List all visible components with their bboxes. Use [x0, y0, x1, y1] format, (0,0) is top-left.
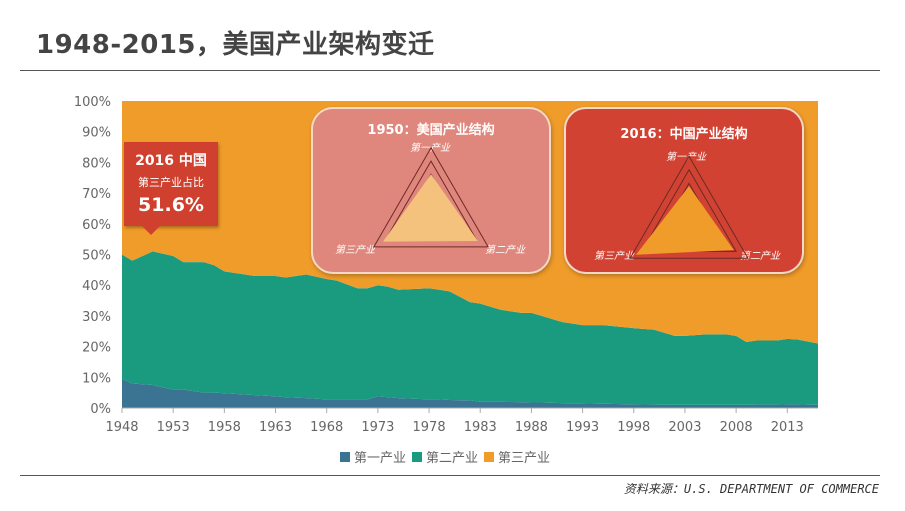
- legend-item: 第三产业: [484, 447, 550, 466]
- y-tick-label: 80%: [82, 156, 111, 171]
- radar-axis-label: 第三产业: [335, 245, 375, 256]
- x-tick-label: 1958: [208, 420, 241, 435]
- legend: 第一产业 第二产业 第三产业: [340, 447, 550, 466]
- legend-swatch: [484, 452, 495, 462]
- radar-axis-label: 第一产业: [666, 152, 706, 163]
- radar-box-china-2016: 2016：中国产业结构 第一产业 第二产业 第三产业: [564, 107, 804, 274]
- y-tick-label: 100%: [74, 95, 111, 110]
- radar-gridline: [372, 146, 490, 248]
- legend-item: 第一产业: [340, 447, 406, 466]
- source-note: 资料来源：U.S. DEPARTMENT OF COMMERCE: [623, 482, 879, 496]
- x-tick-label: 2013: [771, 420, 804, 435]
- footer-divider: [20, 475, 880, 476]
- area-series-1: [122, 378, 818, 408]
- y-tick-label: 90%: [82, 126, 111, 141]
- legend-label: 第三产业: [498, 451, 551, 466]
- page-title: 1948-2015，美国产业架构变迁: [36, 30, 435, 60]
- callout-value: 51.6%: [138, 194, 204, 216]
- y-tick-label: 40%: [82, 279, 111, 294]
- x-tick-label: 1953: [157, 420, 190, 435]
- x-tick-label: 1998: [617, 420, 650, 435]
- x-tick-label: 1973: [361, 420, 394, 435]
- y-tick-label: 50%: [82, 249, 111, 264]
- radar-fill: [635, 186, 734, 255]
- radar-axis-label: 第一产业: [410, 143, 450, 154]
- y-tick-label: 70%: [82, 187, 111, 202]
- x-tick-label: 1983: [464, 420, 497, 435]
- y-tick-label: 0%: [90, 402, 111, 417]
- radar-axis-label: 第三产业: [594, 251, 634, 262]
- title-divider: [20, 70, 880, 71]
- callout-box: 2016 中国 第三产业占比 51.6%: [124, 142, 218, 235]
- radar-title: 1950：美国产业结构: [367, 123, 495, 138]
- radar-chart: [629, 155, 749, 259]
- x-tick-label: 1978: [413, 420, 446, 435]
- legend-label: 第一产业: [354, 451, 407, 466]
- radar-axis-label: 第二产业: [485, 245, 525, 256]
- x-tick-label: 2008: [720, 420, 753, 435]
- legend-swatch: [412, 452, 423, 462]
- radar-gridline: [629, 155, 749, 259]
- x-tick-label: 1963: [259, 420, 292, 435]
- legend-item: 第二产业: [412, 447, 478, 466]
- area-series-2: [122, 251, 818, 405]
- y-tick-label: 60%: [82, 218, 111, 233]
- radar-axis-label: 第二产业: [740, 251, 780, 262]
- legend-label: 第二产业: [426, 451, 479, 466]
- callout-label: 第三产业占比: [138, 176, 204, 189]
- radar-title: 2016：中国产业结构: [620, 127, 748, 142]
- y-tick-label: 20%: [82, 341, 111, 356]
- x-tick-label: 1948: [105, 420, 138, 435]
- radar-fill: [382, 174, 478, 242]
- x-tick-label: 1988: [515, 420, 548, 435]
- y-tick-label: 10%: [82, 371, 111, 386]
- legend-swatch: [340, 452, 350, 462]
- radar-box-us-1950: 1950：美国产业结构 第一产业 第二产业 第三产业: [311, 107, 551, 274]
- x-tick-label: 2003: [668, 420, 701, 435]
- callout-title: 2016 中国: [135, 153, 207, 169]
- radar-chart: [372, 146, 490, 248]
- x-tick-label: 1968: [310, 420, 343, 435]
- x-tick-label: 1993: [566, 420, 599, 435]
- y-tick-label: 30%: [82, 310, 111, 325]
